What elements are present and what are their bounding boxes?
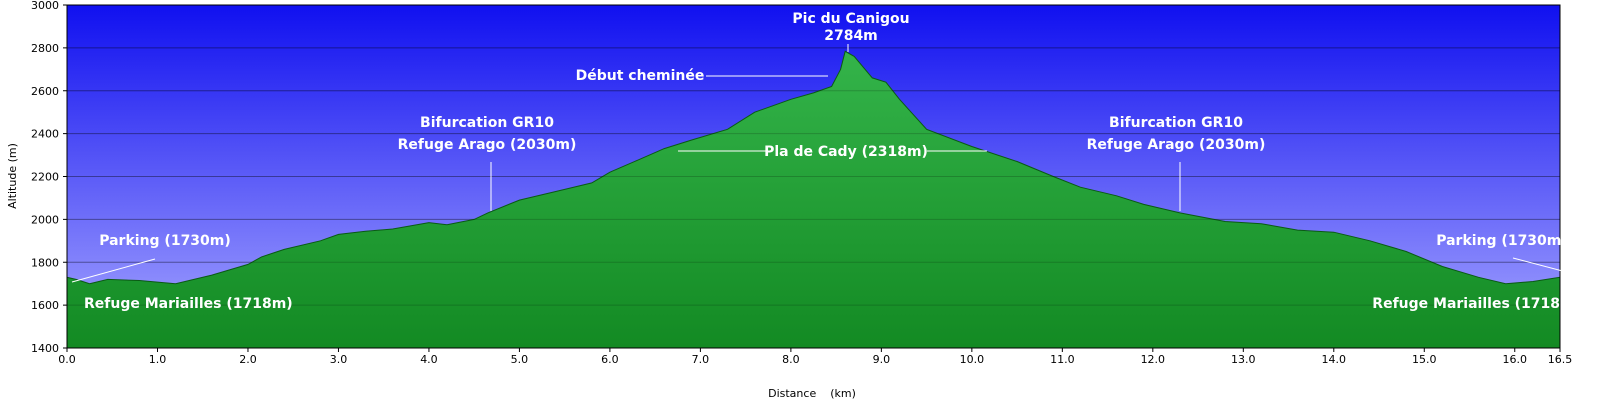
annotations: Pic du Canigou 2784m Début cheminée Bifu…: [71, 11, 1594, 312]
y-tick-label: 2800: [31, 42, 59, 55]
x-tick-label: 6.0: [601, 353, 619, 366]
y-tick-label: 3000: [31, 0, 59, 12]
y-axis-title: Altitude (m): [6, 143, 19, 209]
x-tick-label: 3.0: [330, 353, 348, 366]
x-tick-label: 15.0: [1412, 353, 1437, 366]
x-tick-label: 10.0: [960, 353, 985, 366]
x-tick-label: 0.0: [58, 353, 76, 366]
parking-right-leader-line: [1512, 257, 1594, 280]
y-tick-label: 2600: [31, 85, 59, 98]
x-tick-label: 14.0: [1322, 353, 1347, 366]
grid-lines-overlay: [67, 47, 1560, 306]
x-axis-title: Distance (km): [768, 387, 856, 400]
x-tick-label: 16.5: [1548, 353, 1573, 366]
x-tick-label: 7.0: [692, 353, 710, 366]
x-tick-label: 5.0: [511, 353, 529, 366]
x-tick-label: 2.0: [239, 353, 257, 366]
chimney-label: Début cheminée: [576, 68, 705, 84]
refuge-mariailles-right-label: Refuge Mariailles (1718m): [1372, 296, 1581, 312]
parking-left-leader-line: [71, 258, 156, 283]
y-tick-label: 1400: [31, 342, 59, 355]
x-tick-label: 8.0: [782, 353, 800, 366]
x-tick-label: 16.0: [1503, 353, 1528, 366]
y-tick-label: 1800: [31, 256, 59, 269]
pla-de-cady-label: Pla de Cady (2318m): [764, 144, 928, 160]
x-tick-label: 13.0: [1231, 353, 1256, 366]
bifurcation-left-label: Bifurcation GR10: [420, 115, 554, 131]
elevation-area: [67, 50, 1560, 348]
parking-right-label: Parking (1730m): [1436, 233, 1568, 249]
y-tick-label: 2400: [31, 128, 59, 141]
x-tick-label: 12.0: [1141, 353, 1166, 366]
x-axis: 0.0 1.0 2.0 3.0 4.0 5.0 6.0 7.0 8.0 9.0 10.0 11.0 12…: [58, 348, 1572, 366]
peak-name-label: Pic du Canigou: [792, 11, 909, 27]
bifurcation-right-label: Bifurcation GR10: [1109, 115, 1243, 131]
peak-altitude-label: 2784m: [824, 28, 878, 44]
x-tick-label: 9.0: [873, 353, 891, 366]
y-tick-label: 2000: [31, 213, 59, 226]
y-tick-label: 1600: [31, 299, 59, 312]
x-tick-label: 1.0: [149, 353, 167, 366]
refuge-arago-right-label: Refuge Arago (2030m): [1087, 137, 1266, 153]
y-axis: 1400 1600 1800 2000 2200 2400 2600 2800 3000: [31, 0, 67, 355]
parking-left-label: Parking (1730m): [99, 233, 231, 249]
refuge-mariailles-left-label: Refuge Mariailles (1718m): [84, 296, 293, 312]
refuge-arago-left-label: Refuge Arago (2030m): [398, 137, 577, 153]
x-tick-label: 4.0: [420, 353, 438, 366]
y-tick-label: 2200: [31, 171, 59, 184]
x-tick-label: 11.0: [1050, 353, 1075, 366]
